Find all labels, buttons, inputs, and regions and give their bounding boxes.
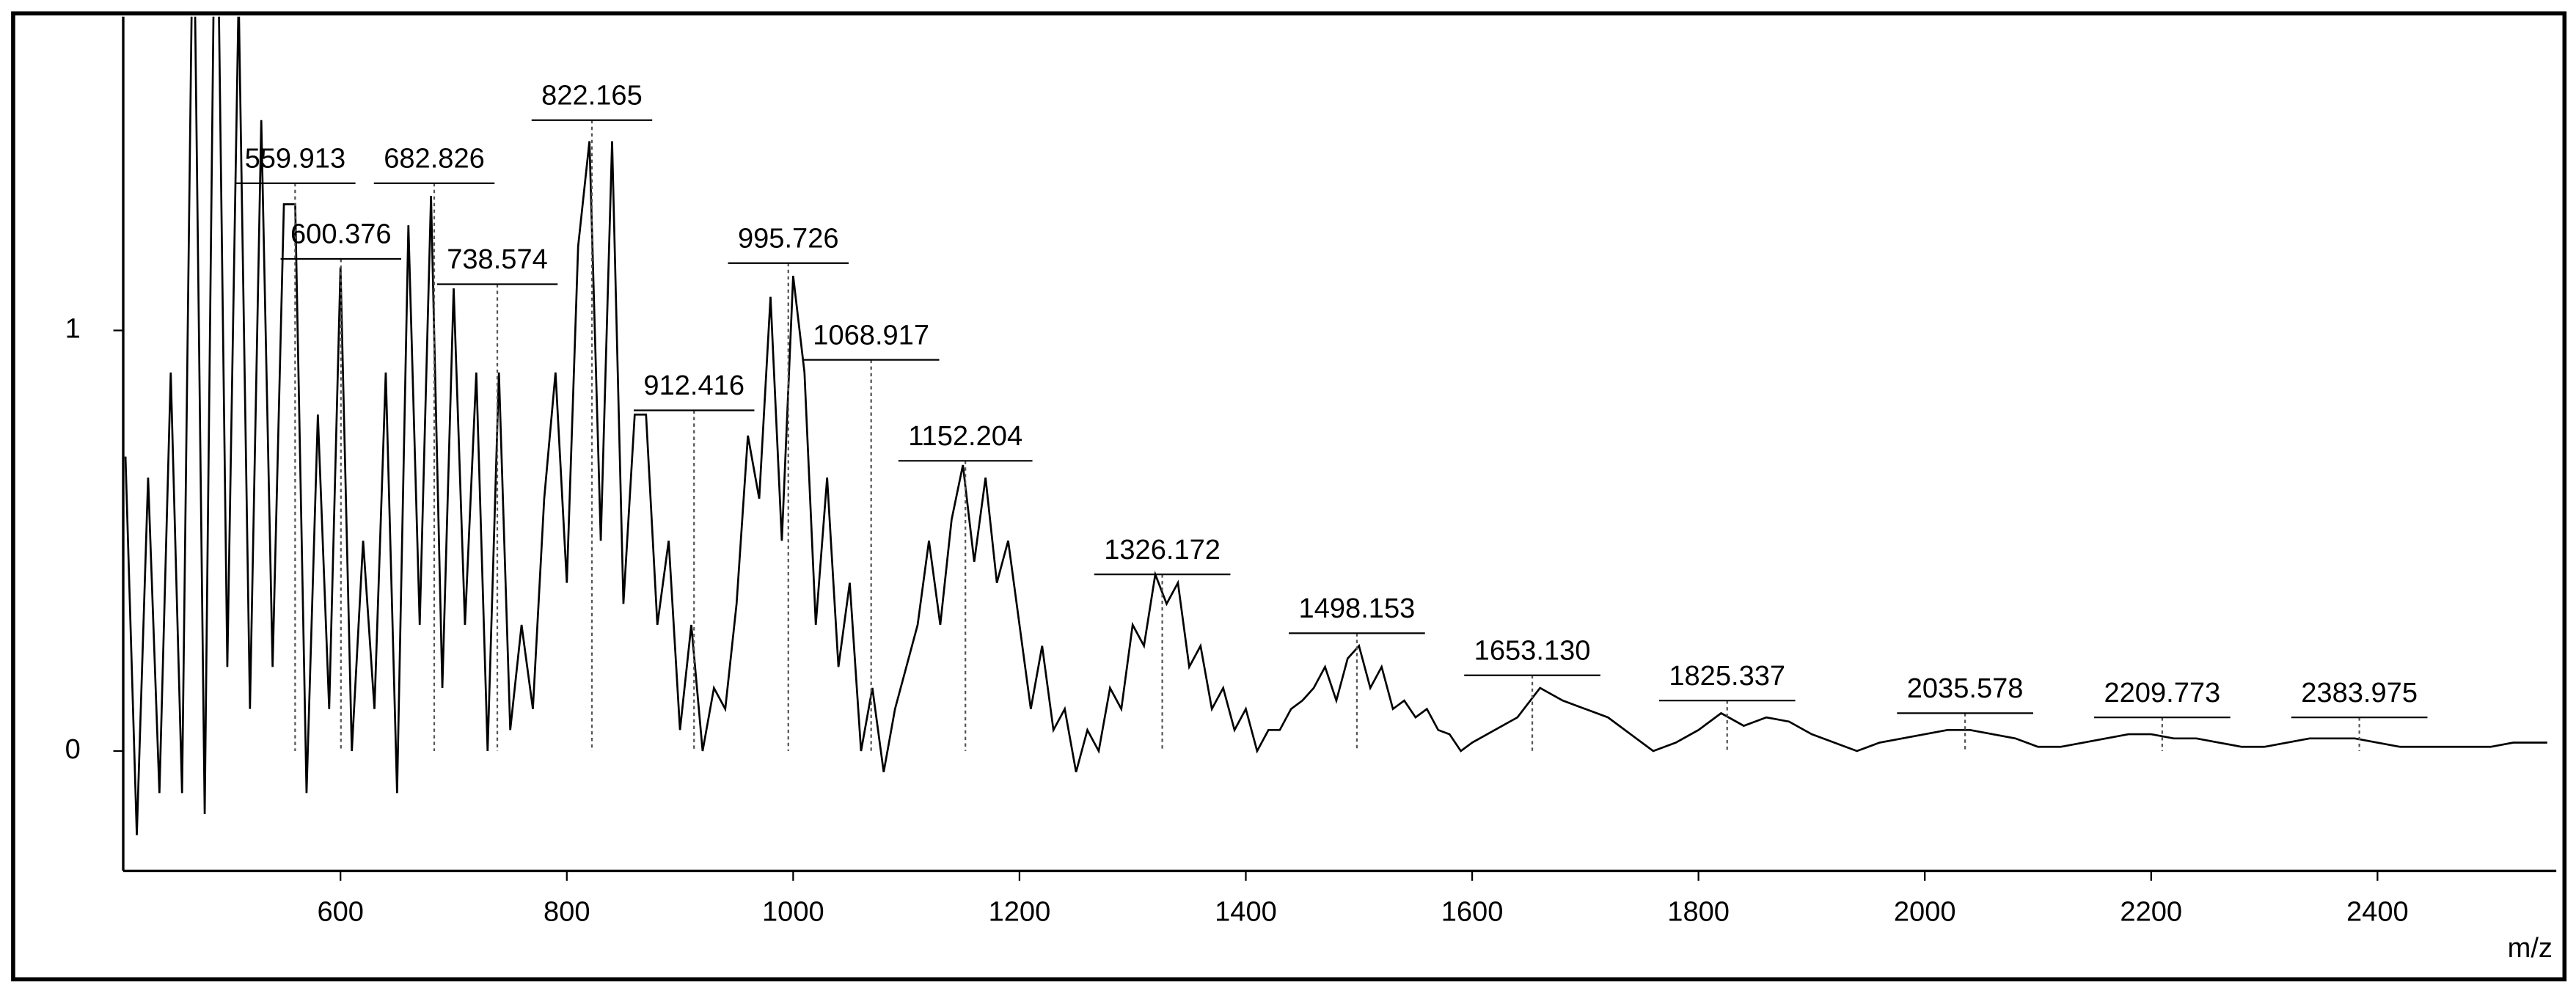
frame xyxy=(11,11,2567,982)
plot-area xyxy=(124,16,2547,835)
peak-label: 1068.917 xyxy=(813,320,929,351)
peak-label: 1653.130 xyxy=(1474,635,1591,666)
x-tick-label: 2200 xyxy=(2120,897,2182,928)
x-tick-label: 2400 xyxy=(2346,897,2409,928)
y-tick-label: 1 xyxy=(65,314,81,345)
peak-label: 1825.337 xyxy=(1669,661,1785,692)
x-axis-label: m/z xyxy=(2508,933,2553,964)
x-tick-label: 1400 xyxy=(1215,897,1277,928)
x-tick-label: 800 xyxy=(544,897,590,928)
peak-label: 2383.975 xyxy=(2301,678,2418,708)
peak-label: 1498.153 xyxy=(1299,593,1416,624)
peak-label: 559.913 xyxy=(245,144,346,175)
spectrum-line xyxy=(124,16,2547,835)
x-tick-label: 1000 xyxy=(762,897,824,928)
x-tick-label: 1600 xyxy=(1441,897,1504,928)
peak-label: 1326.172 xyxy=(1104,535,1221,565)
peak-label: 682.826 xyxy=(384,144,485,175)
peak-label: 738.574 xyxy=(447,244,548,275)
peak-label: 2209.773 xyxy=(2104,678,2220,708)
peak-label: 600.376 xyxy=(290,219,392,250)
x-tick-label: 600 xyxy=(317,897,364,928)
x-tick-label: 1200 xyxy=(989,897,1051,928)
x-tick-label: 2000 xyxy=(1894,897,1956,928)
peak-label: 2035.578 xyxy=(1907,673,2024,704)
x-tick-label: 1800 xyxy=(1667,897,1730,928)
peak-label: 1152.204 xyxy=(908,421,1022,452)
peak-label: 912.416 xyxy=(643,370,744,401)
y-tick-label: 0 xyxy=(65,734,81,765)
peak-label: 995.726 xyxy=(738,223,839,254)
peak-label: 822.165 xyxy=(541,81,643,111)
